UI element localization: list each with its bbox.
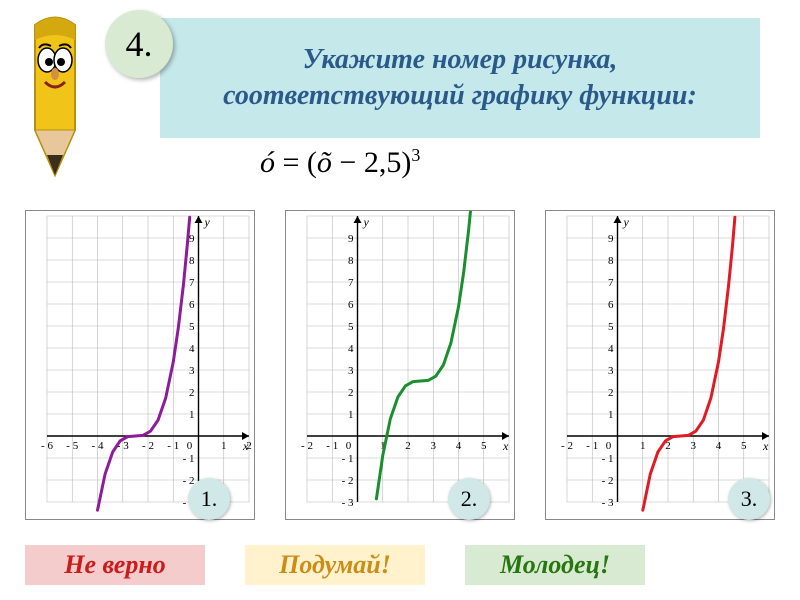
svg-text:5: 5 <box>348 321 354 333</box>
chart-3-svg: xy- 2- 1012345- 3- 2- 1123456789 <box>545 210 775 520</box>
svg-text:7: 7 <box>608 277 614 289</box>
chart-2-badge-label: 2. <box>461 486 478 512</box>
charts-container: xy- 6- 5- 4- 3- 2- 1012- 3- 2- 112345678… <box>25 210 775 525</box>
svg-text:- 1: - 1 <box>326 440 338 452</box>
chart-2-badge[interactable]: 2. <box>448 478 490 520</box>
chart-panel-3[interactable]: xy- 2- 1012345- 3- 2- 1123456789 3. <box>545 210 775 525</box>
svg-text:8: 8 <box>348 255 354 267</box>
svg-text:- 2: - 2 <box>602 475 614 487</box>
svg-text:3: 3 <box>608 365 614 377</box>
svg-text:y: y <box>204 215 211 229</box>
svg-text:3: 3 <box>348 365 354 377</box>
svg-text:5: 5 <box>741 440 747 452</box>
svg-text:1: 1 <box>189 409 195 421</box>
svg-text:y: y <box>623 215 630 229</box>
svg-text:6: 6 <box>189 299 195 311</box>
svg-text:x: x <box>762 439 769 453</box>
question-title: Укажите номер рисунка, соответствующий г… <box>180 42 740 115</box>
formula-display: ó = (õ − 2,5)3 <box>260 145 420 180</box>
feedback-2-label: Подумай! <box>279 550 391 580</box>
svg-text:4: 4 <box>189 343 195 355</box>
svg-text:- 2: - 2 <box>142 440 154 452</box>
svg-text:- 2: - 2 <box>342 475 354 487</box>
svg-text:0: 0 <box>187 440 193 452</box>
svg-text:9: 9 <box>348 233 354 245</box>
svg-text:4: 4 <box>348 343 354 355</box>
chart-1-svg: xy- 6- 5- 4- 3- 2- 1012- 3- 2- 112345678… <box>25 210 255 520</box>
svg-text:- 1: - 1 <box>167 440 179 452</box>
svg-text:5: 5 <box>608 321 614 333</box>
svg-text:y: y <box>363 215 370 229</box>
question-header: Укажите номер рисунка, соответствующий г… <box>160 18 760 138</box>
svg-text:2: 2 <box>405 440 411 452</box>
svg-text:5: 5 <box>481 440 487 452</box>
svg-text:6: 6 <box>608 299 614 311</box>
svg-text:8: 8 <box>189 255 195 267</box>
chart-3-badge-label: 3. <box>741 486 758 512</box>
feedback-container: Не верно Подумай! Молодец! <box>25 545 645 585</box>
svg-text:4: 4 <box>608 343 614 355</box>
chart-1-badge[interactable]: 1. <box>188 478 230 520</box>
feedback-1: Не верно <box>25 545 205 585</box>
question-number-badge: 4. <box>105 10 173 78</box>
svg-text:2: 2 <box>189 387 195 399</box>
svg-text:0: 0 <box>346 440 352 452</box>
svg-text:- 3: - 3 <box>602 497 614 509</box>
svg-text:4: 4 <box>716 440 722 452</box>
svg-text:- 5: - 5 <box>66 440 78 452</box>
svg-text:1: 1 <box>221 440 227 452</box>
svg-text:- 4: - 4 <box>92 440 104 452</box>
svg-text:7: 7 <box>348 277 354 289</box>
svg-text:8: 8 <box>608 255 614 267</box>
svg-text:- 1: - 1 <box>342 453 354 465</box>
svg-text:1: 1 <box>348 409 354 421</box>
svg-text:1: 1 <box>608 409 614 421</box>
svg-text:9: 9 <box>189 233 195 245</box>
svg-text:- 1: - 1 <box>602 453 614 465</box>
svg-text:3: 3 <box>431 440 437 452</box>
svg-text:- 6: - 6 <box>41 440 53 452</box>
svg-text:- 2: - 2 <box>301 440 313 452</box>
chart-2-svg: xy- 2- 1012345- 3- 2- 1123456789 <box>285 210 515 520</box>
svg-text:- 1: - 1 <box>183 453 195 465</box>
svg-text:2: 2 <box>348 387 354 399</box>
chart-panel-1[interactable]: xy- 6- 5- 4- 3- 2- 1012- 3- 2- 112345678… <box>25 210 255 525</box>
svg-text:- 2: - 2 <box>561 440 573 452</box>
svg-text:- 3: - 3 <box>342 497 354 509</box>
svg-text:4: 4 <box>456 440 462 452</box>
question-number-label: 4. <box>126 23 153 65</box>
svg-text:5: 5 <box>189 321 195 333</box>
svg-text:9: 9 <box>608 233 614 245</box>
svg-text:0: 0 <box>606 440 612 452</box>
feedback-3: Молодец! <box>465 545 645 585</box>
chart-panel-2[interactable]: xy- 2- 1012345- 3- 2- 1123456789 2. <box>285 210 515 525</box>
svg-text:7: 7 <box>189 277 195 289</box>
chart-3-badge[interactable]: 3. <box>728 478 770 520</box>
svg-text:2: 2 <box>608 387 614 399</box>
svg-text:6: 6 <box>348 299 354 311</box>
svg-text:3: 3 <box>189 365 195 377</box>
feedback-3-label: Молодец! <box>500 550 610 580</box>
feedback-1-label: Не верно <box>64 550 166 580</box>
pencil-icon <box>5 10 105 185</box>
chart-1-badge-label: 1. <box>201 486 218 512</box>
feedback-2: Подумай! <box>245 545 425 585</box>
svg-text:2: 2 <box>246 440 252 452</box>
svg-text:x: x <box>502 439 509 453</box>
svg-text:- 1: - 1 <box>586 440 598 452</box>
svg-text:1: 1 <box>640 440 646 452</box>
svg-text:3: 3 <box>691 440 697 452</box>
